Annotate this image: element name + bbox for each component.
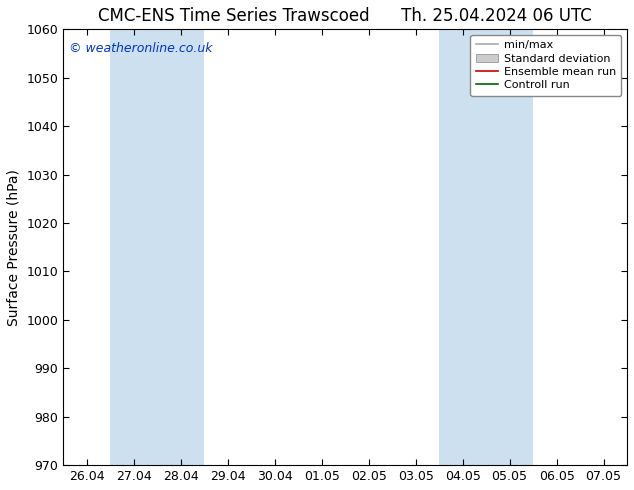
Title: CMC-ENS Time Series Trawscoed      Th. 25.04.2024 06 UTC: CMC-ENS Time Series Trawscoed Th. 25.04.…	[98, 7, 592, 25]
Bar	[110, 29, 204, 465]
Legend: min/max, Standard deviation, Ensemble mean run, Controll run: min/max, Standard deviation, Ensemble me…	[470, 35, 621, 96]
Text: © weatheronline.co.uk: © weatheronline.co.uk	[69, 42, 212, 55]
Y-axis label: Surface Pressure (hPa): Surface Pressure (hPa)	[7, 169, 21, 326]
Bar	[439, 29, 533, 465]
